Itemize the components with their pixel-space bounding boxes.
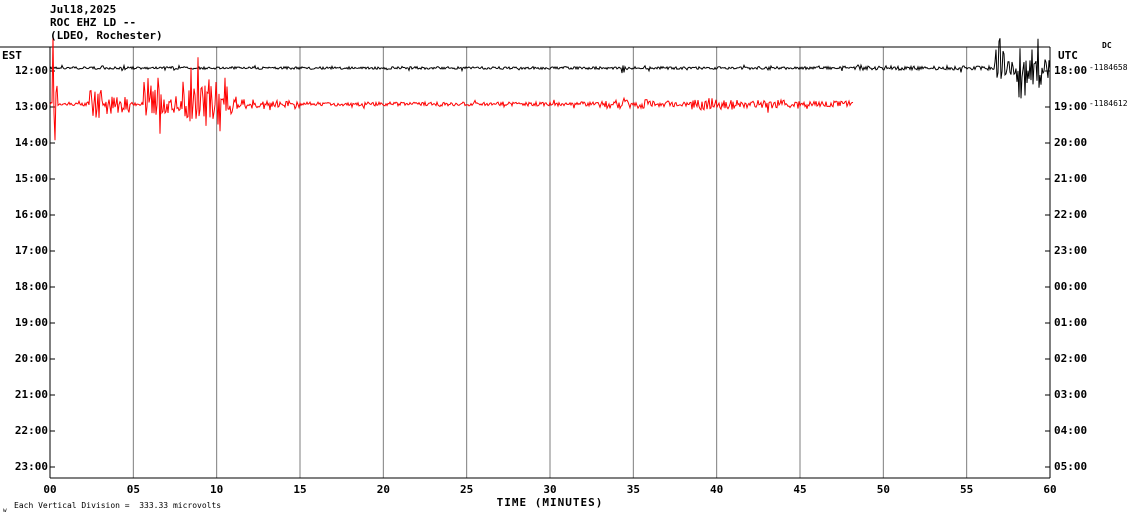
date-label: Jul18,2025 <box>50 3 117 16</box>
seismic-trace-utc-1800 <box>49 38 1051 99</box>
seismic-trace-utc-1900 <box>49 35 854 141</box>
x-axis-label: TIME (MINUTES) <box>496 496 604 509</box>
left-timezone-label: EST <box>2 49 22 62</box>
right-timezone-label: UTC <box>1058 49 1078 62</box>
title-block: Jul18,2025 ROC EHZ LD -- (LDEO, Rocheste… <box>50 3 163 42</box>
dc-label: DC <box>1102 41 1112 50</box>
footnote-marker: w <box>3 507 7 514</box>
station-label: ROC EHZ LD -- <box>50 16 137 29</box>
network-label: (LDEO, Rochester) <box>50 29 163 42</box>
scale-note: Each Vertical Division = 333.33 microvol… <box>14 501 222 510</box>
